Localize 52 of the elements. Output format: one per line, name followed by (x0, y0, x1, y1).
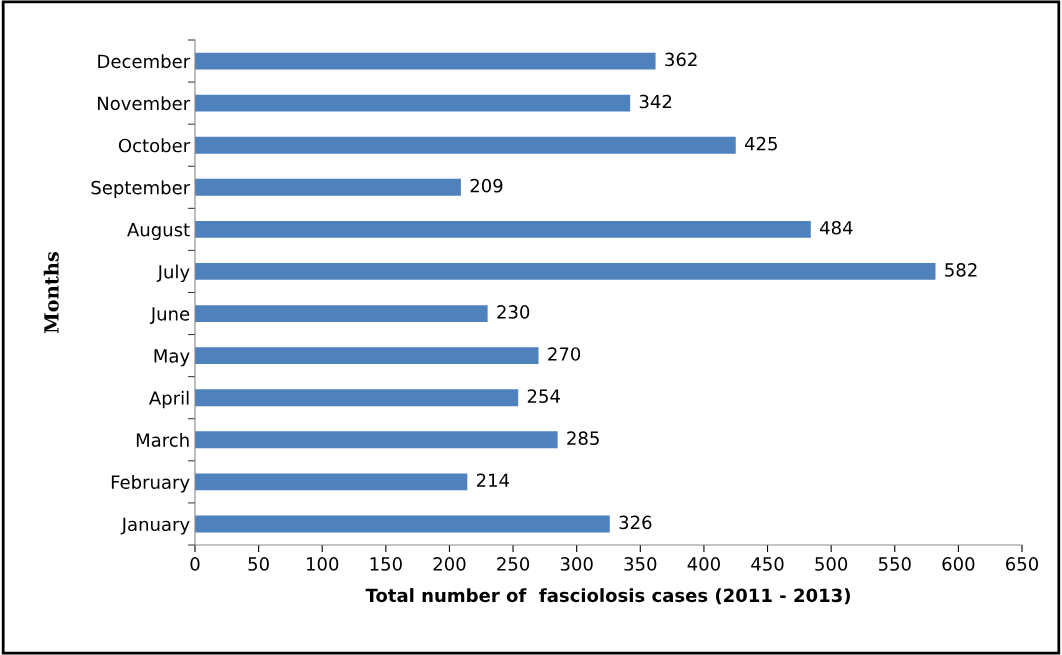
x-tick-label: 250 (497, 557, 530, 571)
bar (195, 473, 468, 491)
bar (195, 431, 558, 449)
y-tick-label: August (127, 223, 190, 240)
y-tick-label: April (149, 390, 189, 409)
x-tick-label: 500 (815, 557, 848, 571)
y-tick-label: June (149, 307, 190, 325)
data-label: 285 (567, 431, 599, 446)
y-tick-label: May (154, 349, 190, 367)
y-tick-label: March (136, 432, 189, 447)
bar (195, 136, 736, 154)
bar (195, 515, 610, 533)
y-tick-label: November (97, 96, 191, 111)
bar (195, 389, 519, 407)
x-tick-label: 0 (190, 557, 200, 571)
x-tick-label: 350 (624, 557, 657, 571)
x-tick-label: 600 (942, 557, 975, 571)
bar (195, 220, 811, 238)
x-tick-label: 150 (370, 557, 402, 571)
x-tick-label: 50 (248, 557, 269, 571)
x-tick-label: 650 (1006, 557, 1039, 571)
bar (195, 94, 631, 112)
bar (195, 52, 656, 70)
x-tick-label: 300 (560, 557, 593, 571)
y-tick-label: December (98, 54, 191, 69)
y-tick-label: July (156, 264, 190, 283)
x-tick-label: 450 (751, 557, 784, 571)
y-tick-label: October (118, 138, 191, 153)
x-tick-label: 200 (433, 557, 466, 571)
x-tick-label: 100 (306, 557, 339, 571)
y-tick-label: September (91, 180, 191, 198)
y-tick-label: January (120, 517, 190, 535)
data-label: 326 (619, 515, 652, 530)
bar (195, 305, 488, 322)
data-label: 230 (497, 305, 530, 319)
x-tick-label: 400 (687, 557, 720, 571)
data-label: 362 (665, 52, 697, 67)
data-label: 425 (744, 136, 777, 151)
data-label: 484 (820, 220, 853, 235)
data-label: 209 (470, 178, 503, 193)
bar (195, 178, 461, 196)
data-label: 214 (476, 473, 510, 487)
data-label: 342 (639, 94, 672, 109)
bar (195, 347, 539, 365)
data-label: 270 (548, 347, 581, 361)
data-label: 582 (945, 263, 977, 277)
x-tick-label: 550 (878, 557, 911, 571)
x-axis-title: Total number of fasciolosis cases (2011 - 2013) (365, 588, 850, 605)
y-tick-label: February (111, 475, 190, 493)
data-label: 254 (527, 389, 560, 403)
y-axis-title: Months (43, 251, 59, 334)
bar (195, 263, 936, 280)
